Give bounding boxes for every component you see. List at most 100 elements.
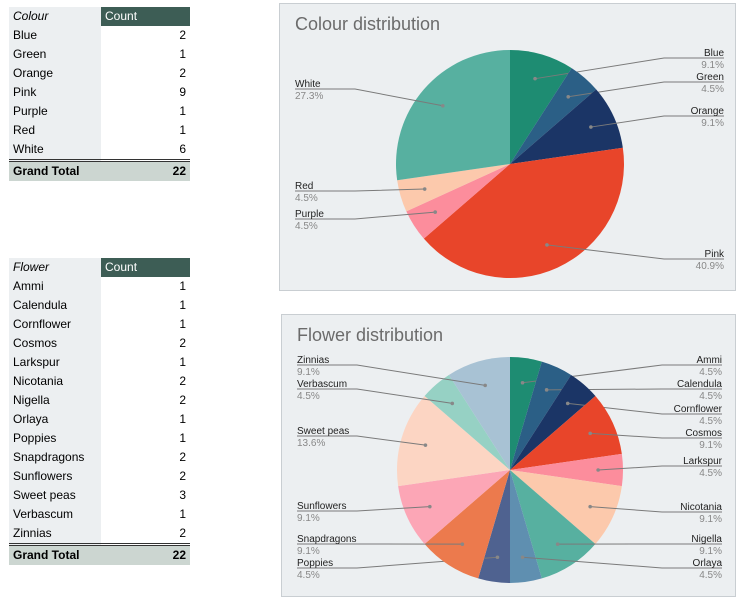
flower-pie-leader-line: [590, 432, 722, 439]
flower-row-count[interactable]: 2: [101, 448, 190, 467]
flower-pie-slice-nicotania[interactable]: [510, 470, 622, 544]
colour-grand-total-label[interactable]: Grand Total: [9, 159, 101, 181]
flower-row-label[interactable]: Calendula: [9, 296, 101, 315]
colour-pie-slice-purple[interactable]: [406, 164, 510, 239]
flower-row-label[interactable]: Cosmos: [9, 334, 101, 353]
flower-row-count[interactable]: 2: [101, 334, 190, 353]
flower-pie-slice-larkspur[interactable]: [510, 453, 623, 487]
flower-pie-leader-dot: [565, 401, 570, 406]
flower-row-count[interactable]: 1: [101, 429, 190, 448]
colour-row-count[interactable]: 2: [101, 64, 190, 83]
colour-header-count[interactable]: Count: [101, 7, 190, 26]
colour-pie-slice-label: Blue: [704, 48, 724, 59]
colour-pie-slice-orange[interactable]: [510, 89, 623, 164]
colour-row-label[interactable]: White: [9, 140, 101, 161]
flower-pie-slice-cornflower[interactable]: [510, 374, 596, 470]
colour-pie-slice-green[interactable]: [510, 68, 597, 164]
flower-row-label[interactable]: Snapdragons: [9, 448, 101, 467]
flower-pie-slice-percent: 4.5%: [297, 391, 320, 402]
colour-row-count[interactable]: 9: [101, 83, 190, 102]
colour-row-label[interactable]: Blue: [9, 26, 101, 45]
flower-row-count[interactable]: 1: [101, 277, 190, 296]
colour-row-count[interactable]: 2: [101, 26, 190, 45]
colour-row-label[interactable]: Pink: [9, 83, 101, 102]
flower-pie-leader-dot: [428, 504, 432, 509]
flower-pie-slice-percent: 9.1%: [297, 367, 320, 378]
flower-header-count[interactable]: Count: [101, 258, 190, 277]
colour-table-row: Pink 9: [9, 83, 190, 102]
flower-row-label[interactable]: Orlaya: [9, 410, 101, 429]
colour-row-label[interactable]: Red: [9, 121, 101, 140]
colour-table-row: White 6: [9, 140, 190, 161]
flower-row-label[interactable]: Cornflower: [9, 315, 101, 334]
colour-row-count[interactable]: 6: [101, 140, 190, 161]
flower-pie-slice-calendula[interactable]: [510, 361, 572, 470]
flower-pie-slice-cosmos[interactable]: [510, 396, 622, 470]
flower-pie-slice-ammi[interactable]: [510, 357, 542, 470]
flower-row-label[interactable]: Larkspur: [9, 353, 101, 372]
colour-pie-leader-line: [546, 244, 724, 260]
colour-row-count[interactable]: 1: [101, 102, 190, 121]
flower-pie-slice-percent: 9.1%: [297, 546, 320, 557]
flower-pie-slice-sunflowers[interactable]: [398, 470, 510, 544]
colour-row-count[interactable]: 1: [101, 45, 190, 64]
flower-pie-slice-zinnias[interactable]: [448, 357, 510, 470]
flower-table-row: Sweet peas 3: [9, 486, 190, 505]
colour-pie-slice-blue[interactable]: [510, 50, 572, 164]
flower-pie-leader-dot: [588, 431, 592, 436]
colour-pie-slice-label: Orange: [691, 106, 725, 117]
flower-row-label[interactable]: Poppies: [9, 429, 101, 448]
flower-pie-slice-orlaya[interactable]: [510, 470, 542, 583]
flower-row-label[interactable]: Sweet peas: [9, 486, 101, 505]
flower-pie-slice-poppies[interactable]: [478, 470, 510, 583]
flower-grand-total-label[interactable]: Grand Total: [9, 543, 101, 565]
flower-pie-chart[interactable]: Ammi 4.5% Calendula 4.5% Cornflower 4.5% Cosmo…: [281, 314, 736, 597]
flower-pie-slice-snapdragons[interactable]: [424, 470, 510, 579]
colour-row-label[interactable]: Green: [9, 45, 101, 64]
flower-row-label[interactable]: Nigella: [9, 391, 101, 410]
flower-pie-leader-line: [297, 435, 426, 446]
flower-row-count[interactable]: 1: [101, 410, 190, 429]
flower-pie-slice-label: Poppies: [297, 558, 333, 569]
flower-header-label[interactable]: Flower: [9, 258, 101, 277]
flower-row-count[interactable]: 1: [101, 505, 190, 524]
flower-row-count[interactable]: 3: [101, 486, 190, 505]
colour-pie-leader-dot: [440, 103, 445, 108]
colour-header-label[interactable]: Colour: [9, 7, 101, 26]
colour-pie-chart[interactable]: Blue 9.1% Green 4.5% Orange 9.1% Pink 40.9% Purp…: [279, 3, 736, 291]
colour-row-count[interactable]: 1: [101, 121, 190, 140]
flower-pie-slice-label: Nicotania: [680, 502, 722, 513]
colour-pie-leader-dot: [433, 210, 437, 214]
flower-pie-slice-nigella[interactable]: [510, 470, 596, 579]
flower-row-count[interactable]: 2: [101, 524, 190, 545]
colour-pie-leader-line: [295, 211, 436, 220]
flower-grand-total-value[interactable]: 22: [101, 543, 190, 565]
flower-pie-slice-label: Verbascum: [297, 379, 347, 390]
flower-chart-title: Flower distribution: [297, 325, 444, 345]
colour-pie-slice-white[interactable]: [396, 50, 510, 181]
flower-row-count[interactable]: 1: [101, 315, 190, 334]
colour-pie-slice-percent: 9.1%: [701, 60, 724, 71]
colour-pie-slice-percent: 4.5%: [295, 221, 318, 232]
flower-row-count[interactable]: 2: [101, 391, 190, 410]
colour-pie-slice-percent: 27.3%: [295, 91, 323, 102]
flower-pie-slice-verbascum[interactable]: [424, 374, 510, 470]
flower-grand-total-row: Grand Total 22: [9, 543, 190, 565]
colour-pie-slice-red[interactable]: [397, 164, 510, 212]
flower-row-count[interactable]: 2: [101, 467, 190, 486]
flower-row-count[interactable]: 1: [101, 296, 190, 315]
flower-row-label[interactable]: Ammi: [9, 277, 101, 296]
flower-row-label[interactable]: Verbascum: [9, 505, 101, 524]
flower-row-label[interactable]: Zinnias: [9, 524, 101, 545]
colour-table-row: Red 1: [9, 121, 190, 140]
flower-row-count[interactable]: 2: [101, 372, 190, 391]
colour-row-label[interactable]: Orange: [9, 64, 101, 83]
colour-pie-slice-pink[interactable]: [423, 147, 624, 278]
flower-row-label[interactable]: Nicotania: [9, 372, 101, 391]
colour-row-label[interactable]: Purple: [9, 102, 101, 121]
flower-pie-slice-sweet-peas[interactable]: [397, 396, 510, 487]
colour-grand-total-value[interactable]: 22: [101, 159, 190, 181]
colour-pie-slice-percent: 9.1%: [701, 118, 724, 129]
flower-row-label[interactable]: Sunflowers: [9, 467, 101, 486]
flower-row-count[interactable]: 1: [101, 353, 190, 372]
